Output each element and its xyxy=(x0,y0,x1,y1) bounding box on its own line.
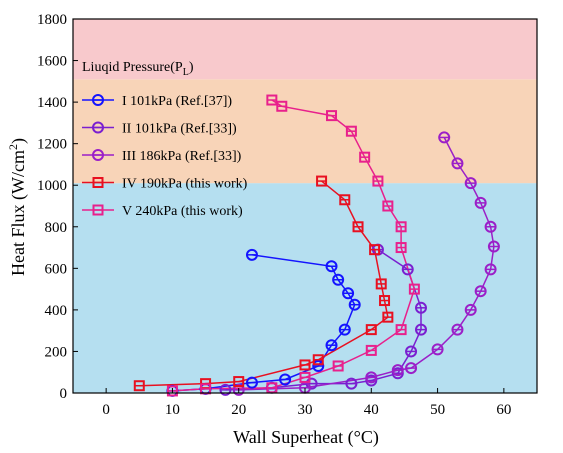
y-tick-label-400: 400 xyxy=(45,303,68,319)
band-2 xyxy=(73,19,537,80)
legend-label-1: I 101kPa (Ref.[37]) xyxy=(122,94,232,109)
series-line-3 xyxy=(238,137,495,391)
x-axis-title: Wall Superheat (°C) xyxy=(233,427,379,448)
y-tick-label-0: 0 xyxy=(60,386,68,402)
x-tick-label-0: 0 xyxy=(102,402,110,418)
series-markers xyxy=(133,94,500,397)
y-tick-label-200: 200 xyxy=(45,344,68,360)
y-tick-label-1400: 1400 xyxy=(37,95,67,111)
legend-label-3: III 186kPa (Ref.[33]) xyxy=(122,149,242,164)
y-tick-label-1800: 1800 xyxy=(37,12,67,28)
series-line-1 xyxy=(172,254,356,392)
legend-label-2: II 101kPa (Ref.[33]) xyxy=(122,122,237,137)
band-label: Liuqid Pressure(PL) xyxy=(82,60,194,78)
legend-label-4: IV 190kPa (this work) xyxy=(122,177,248,192)
y-tick-label-600: 600 xyxy=(45,261,68,277)
band-0 xyxy=(73,183,537,393)
y-tick-label-800: 800 xyxy=(45,220,68,236)
y-tick-label-1000: 1000 xyxy=(37,178,67,194)
y-tick-label-1200: 1200 xyxy=(37,137,67,153)
x-tick-label-50: 50 xyxy=(430,402,445,418)
x-tick-label-30: 30 xyxy=(298,402,313,418)
x-tick-label-20: 20 xyxy=(231,402,246,418)
y-axis-title: Heat Flux (W/cm2) xyxy=(6,138,29,276)
y-tick-label-1600: 1600 xyxy=(37,54,67,70)
x-tick-label-40: 40 xyxy=(364,402,379,418)
pressure-bands xyxy=(73,19,537,393)
legend-label-5: V 240kPa (this work) xyxy=(122,204,243,219)
legend: I 101kPa (Ref.[37]) II 101kPa (Ref.[33]) I… xyxy=(82,94,248,219)
axis-ticks: 0 10 20 30 40 50 60020040060080010001200140016… xyxy=(37,12,511,418)
x-tick-label-10: 10 xyxy=(165,402,180,418)
x-tick-label-60: 60 xyxy=(496,402,511,418)
